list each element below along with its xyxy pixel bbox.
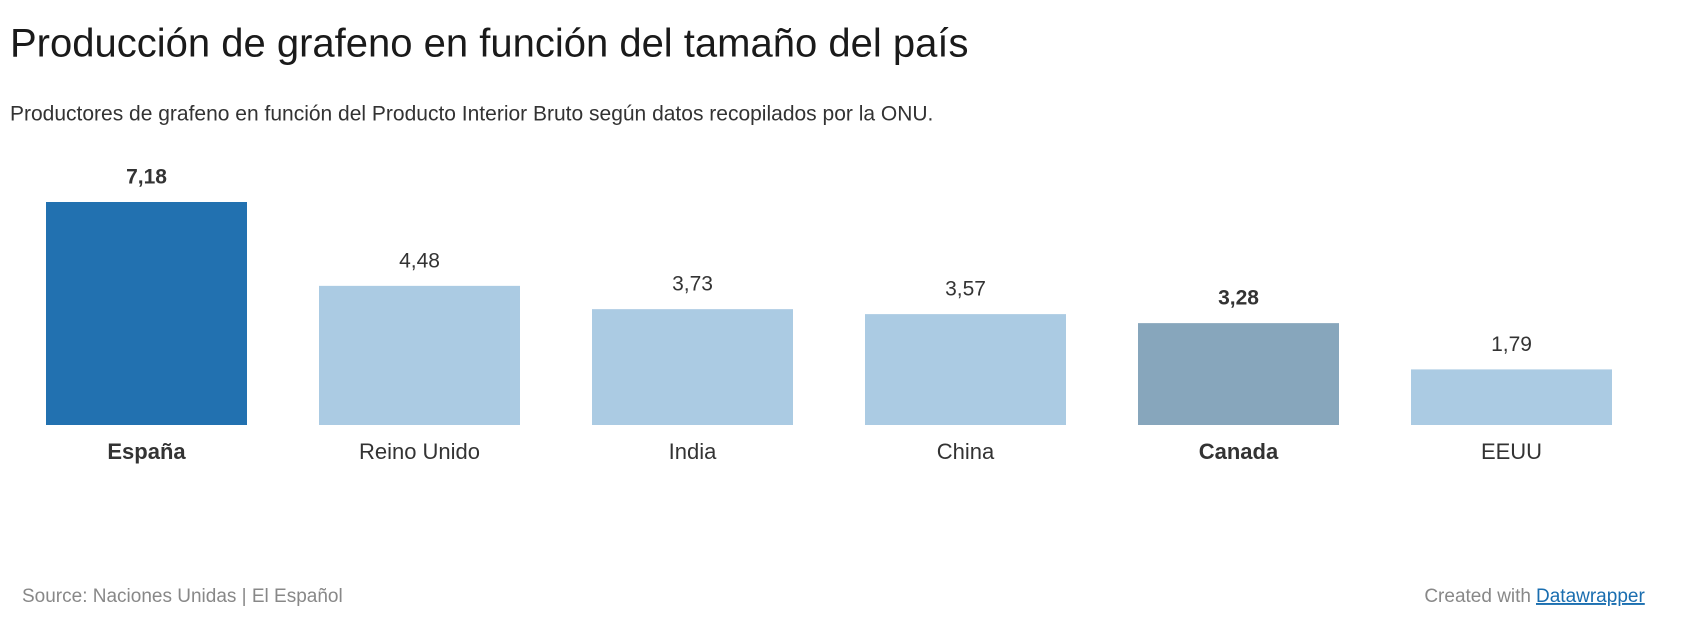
x-tick-label: Canada: [1199, 439, 1279, 464]
bar: [1411, 369, 1612, 425]
x-tick-label: Reino Unido: [359, 439, 480, 464]
value-label: 7,18: [126, 166, 167, 189]
bar: [865, 314, 1066, 425]
source: Source: Naciones Unidas | El Español: [22, 586, 343, 607]
bar: [46, 202, 247, 425]
chart-title: Producción de grafeno en función del tam…: [10, 22, 968, 66]
bar: [592, 309, 793, 425]
value-label: 1,79: [1491, 333, 1532, 356]
credit-link[interactable]: Datawrapper: [1536, 586, 1645, 607]
x-tick-label: España: [107, 439, 186, 464]
value-label: 3,73: [672, 273, 713, 296]
bar: [1138, 323, 1339, 425]
chart-subtitle: Productores de grafeno en función del Pr…: [10, 103, 933, 126]
credit: Created with: [1424, 586, 1531, 607]
value-label: 4,48: [399, 249, 440, 272]
bar: [319, 285, 520, 425]
x-tick-label: India: [669, 439, 717, 464]
value-label: 3,28: [1218, 287, 1259, 310]
value-label: 3,57: [945, 278, 986, 301]
x-tick-label: China: [937, 439, 995, 464]
x-tick-label: EEUU: [1481, 439, 1542, 464]
